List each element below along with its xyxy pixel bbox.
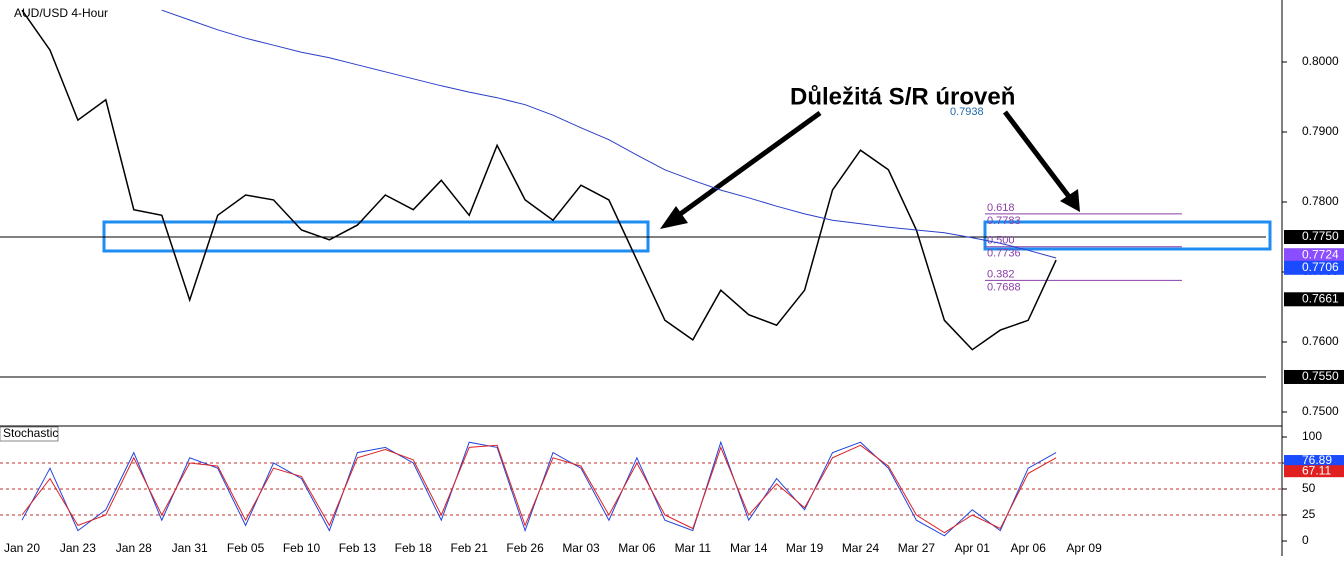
x-tick-label: Mar 06 [618,541,656,555]
x-tick-label: Apr 06 [1011,541,1047,555]
y-tick-label: 0.8000 [1302,54,1339,68]
value-marker [1284,465,1344,478]
fib-ratio: 0.382 [987,268,1015,280]
series-line [161,9,1057,259]
y-tick-label: 25 [1302,507,1316,521]
fib-ratio: 0.500 [987,235,1015,247]
y-tick-label: 0.7900 [1302,124,1339,138]
panel-title: Stochastic [3,426,58,440]
x-tick-label: Jan 23 [60,541,96,555]
value-marker-label: 67.11 [1302,463,1331,477]
x-tick-label: Feb 05 [227,541,265,555]
x-tick-label: Mar 19 [786,541,824,555]
x-tick-label: Feb 26 [506,541,544,555]
y-tick-label: 0.7500 [1302,404,1339,418]
series-line [21,9,1057,351]
price-marker [1284,369,1344,384]
x-tick-label: Feb 18 [395,541,433,555]
x-tick-label: Feb 21 [451,541,489,555]
fib-ratio: 0.618 [987,202,1015,214]
price-marker [1284,292,1344,307]
chart-title: AUD/USD 4-Hour [14,6,108,20]
value-marker-label: 76.89 [1302,453,1332,467]
price-marker-label: 0.7750 [1302,229,1339,243]
price-marker-label: 0.7661 [1302,291,1339,305]
price-marker-label: 0.7706 [1302,260,1339,274]
price-marker-label: 0.7724 [1302,247,1339,261]
y-tick-label: 0.7800 [1302,194,1339,208]
price-marker [1284,260,1344,275]
x-tick-label: Mar 27 [898,541,936,555]
y-tick-label: 50 [1302,481,1316,495]
x-tick-label: Jan 20 [4,541,40,555]
series-line [21,444,1057,534]
panel-label-box [0,426,59,442]
x-tick-label: Mar 03 [562,541,600,555]
fib-price: 0.7736 [987,248,1021,260]
swing-label: 0.7938 [950,106,984,118]
sr-box [983,220,1272,251]
x-tick-label: Apr 01 [955,541,991,555]
x-tick-label: Mar 24 [842,541,880,555]
x-tick-label: Mar 11 [675,541,712,555]
price-marker [1284,248,1344,263]
price-marker-label: 0.7550 [1302,369,1339,383]
value-marker [1284,455,1344,468]
x-tick-label: Mar 14 [730,541,768,555]
x-tick-label: Feb 13 [339,541,377,555]
y-tick-label: 100 [1302,429,1322,443]
fib-price: 0.7783 [987,215,1021,227]
x-tick-label: Jan 31 [172,541,208,555]
x-tick-label: Apr 09 [1066,541,1102,555]
annotation: Důležitá S/R úroveň [790,83,1015,110]
y-tick-label: 0.7600 [1302,334,1339,348]
arrow [660,110,1080,229]
fib-price: 0.7688 [987,281,1021,293]
y-tick-label: 0 [1302,533,1309,547]
price-marker [1284,229,1344,244]
x-tick-label: Feb 10 [283,541,321,555]
x-tick-label: Jan 28 [116,541,152,555]
